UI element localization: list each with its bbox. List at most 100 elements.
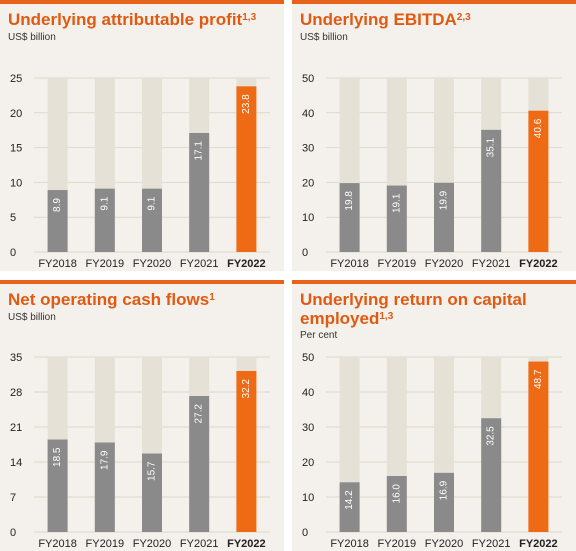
bar-value-label: 19.1 [391, 193, 402, 213]
y-tick-label: 0 [10, 527, 16, 539]
panel-accent-bar [0, 0, 284, 4]
bar-value-label: 32.5 [486, 426, 497, 446]
chart-title: Underlying attributable profit1,3 [8, 10, 257, 29]
panel-accent-bar [292, 0, 576, 4]
bar [47, 190, 68, 252]
x-category-label: FY2022 [519, 538, 558, 550]
bar [94, 442, 115, 532]
bar [339, 482, 360, 532]
bar [386, 476, 407, 532]
bar-value-label: 19.8 [344, 191, 355, 211]
x-category-label: FY2020 [133, 258, 172, 270]
y-tick-label: 25 [10, 73, 22, 85]
unit-label: US$ billion [8, 32, 56, 43]
unit-label: US$ billion [8, 312, 56, 323]
y-tick-label: 5 [10, 212, 16, 224]
x-category-label: FY2018 [38, 258, 77, 270]
y-tick-label: 14 [10, 457, 22, 469]
bar-value-label: 35.1 [486, 137, 497, 157]
bar-value-label: 18.5 [52, 447, 63, 467]
chart-title: Net operating cash flows1 [8, 290, 215, 309]
bar-chart: 0 10 20 30 40 50 14.2 FY2018 16.0 FY2019 16.9 FY202… [302, 352, 562, 550]
y-tick-label: 20 [302, 177, 314, 189]
x-category-label: FY2020 [425, 538, 464, 550]
y-tick-label: 30 [302, 143, 314, 155]
chart-title: Underlying EBITDA2,3 [300, 10, 471, 29]
x-category-label: FY2020 [133, 538, 172, 550]
bar [481, 129, 502, 252]
y-tick-label: 7 [10, 492, 16, 504]
x-category-label: FY2019 [378, 258, 417, 270]
y-tick-label: 0 [302, 247, 308, 259]
x-category-label: FY2020 [425, 258, 464, 270]
y-tick-label: 10 [302, 492, 314, 504]
bar [386, 185, 407, 252]
chart-panel-underlying-attributable-profit: Underlying attributable profit1,3 US$ bi… [0, 0, 284, 271]
bar-value-label: 27.2 [194, 404, 205, 424]
x-category-label: FY2019 [86, 538, 125, 550]
y-tick-label: 20 [10, 108, 22, 120]
y-tick-label: 35 [10, 352, 22, 364]
y-tick-label: 40 [302, 108, 314, 120]
x-category-label: FY2019 [86, 258, 125, 270]
bar-value-label: 8.9 [52, 198, 63, 212]
y-tick-label: 50 [302, 73, 314, 85]
chart-title: Underlying return on capital employed1,3 [300, 290, 527, 328]
bar-value-label: 17.9 [99, 450, 110, 470]
bar [236, 86, 257, 253]
x-category-label: FY2022 [519, 258, 558, 270]
bar [236, 371, 257, 532]
bar-value-label: 23.8 [241, 94, 252, 114]
y-tick-label: 0 [10, 247, 16, 259]
x-category-label: FY2021 [472, 258, 511, 270]
x-category-label: FY2018 [38, 538, 77, 550]
x-category-label: FY2022 [227, 258, 266, 270]
bar [94, 188, 115, 252]
bar-value-label: 15.7 [147, 461, 158, 481]
panel-accent-bar [0, 280, 284, 284]
bar-value-label: 32.2 [241, 379, 252, 399]
bar [528, 110, 549, 252]
y-tick-label: 15 [10, 143, 22, 155]
unit-label: Per cent [300, 330, 338, 341]
bar [528, 361, 549, 532]
bar-value-label: 48.7 [533, 369, 544, 389]
bar-chart: 0 7 14 21 28 35 18.5 FY2018 17.9 FY2019 15.7 FY2020… [10, 352, 270, 550]
bar-value-label: 9.1 [99, 196, 110, 210]
chart-panel-underlying-roce: Underlying return on capital employed1,3… [292, 280, 576, 551]
bar-value-label: 17.1 [194, 141, 205, 161]
x-category-label: FY2021 [180, 258, 219, 270]
bar-chart: 0 10 20 30 40 50 19.8 FY2018 19.1 FY2019 19.9 FY202… [302, 73, 562, 270]
bar [434, 182, 454, 252]
bar [189, 132, 210, 252]
panel-accent-bar [292, 280, 576, 284]
bar-value-label: 9.1 [147, 196, 158, 210]
y-tick-label: 40 [302, 387, 314, 399]
bar-chart: 0 5 10 15 20 25 8.9 FY2018 9.1 FY2019 9.1 FY2020 17.… [10, 73, 270, 270]
y-tick-label: 21 [10, 422, 22, 434]
chart-panel-underlying-ebitda: Underlying EBITDA2,3 US$ billion 0 10 20 30… [292, 0, 576, 271]
y-tick-label: 28 [10, 387, 22, 399]
y-tick-label: 10 [10, 177, 22, 189]
x-category-label: FY2018 [330, 538, 369, 550]
x-category-label: FY2021 [180, 538, 219, 550]
bar [339, 183, 360, 252]
bar [142, 188, 162, 252]
x-category-label: FY2018 [330, 258, 369, 270]
bar [481, 418, 502, 532]
unit-label: US$ billion [300, 32, 348, 43]
y-tick-label: 10 [302, 212, 314, 224]
y-tick-label: 0 [302, 527, 308, 539]
bar [47, 439, 68, 532]
x-category-label: FY2019 [378, 538, 417, 550]
bar-value-label: 16.0 [391, 484, 402, 504]
bar [189, 396, 210, 532]
chart-panel-net-operating-cash-flows: Net operating cash flows1 US$ billion 0 7… [0, 280, 284, 551]
y-tick-label: 50 [302, 352, 314, 364]
bar-value-label: 40.6 [533, 118, 544, 138]
bar [142, 453, 162, 532]
y-tick-label: 30 [302, 422, 314, 434]
x-category-label: FY2021 [472, 538, 511, 550]
x-category-label: FY2022 [227, 538, 266, 550]
bar-value-label: 16.9 [439, 480, 450, 500]
